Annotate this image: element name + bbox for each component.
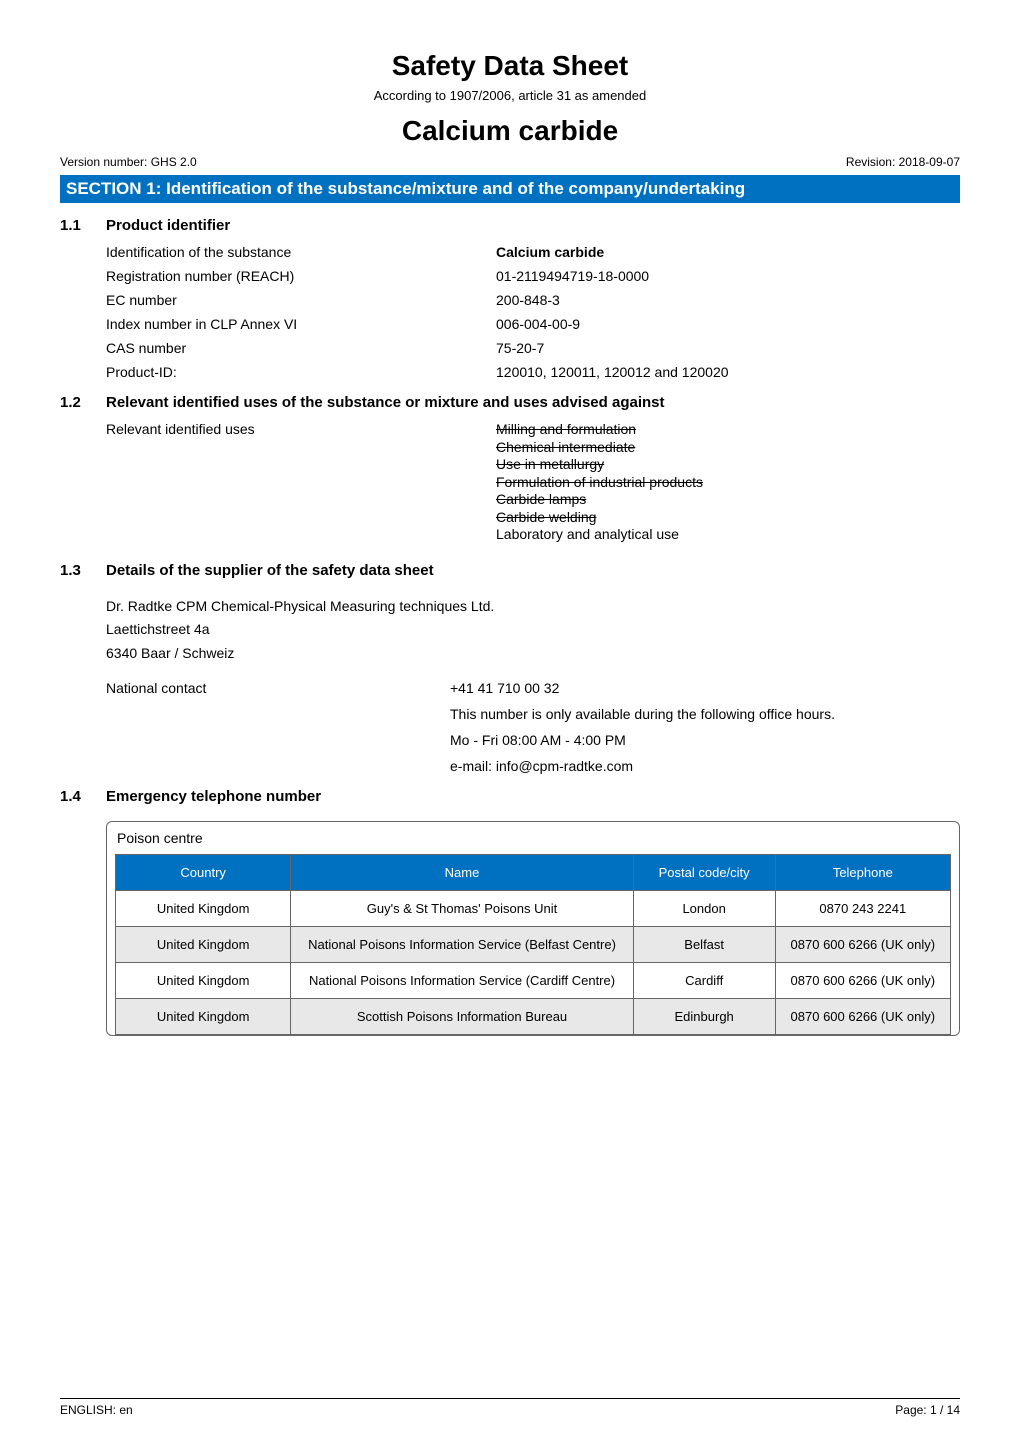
uses-label: Relevant identified uses bbox=[106, 421, 496, 544]
table-cell: Cardiff bbox=[633, 962, 775, 998]
meta-row: Version number: GHS 2.0 Revision: 2018-0… bbox=[60, 155, 960, 169]
identifier-value: 01-2119494719-18-0000 bbox=[496, 268, 960, 284]
table-caption: Poison centre bbox=[117, 830, 951, 846]
product-name: Calcium carbide bbox=[60, 115, 960, 147]
identifier-key: CAS number bbox=[106, 340, 496, 356]
poison-centre-table: CountryNamePostal code/cityTelephoneUnit… bbox=[115, 854, 951, 1035]
footer-right: Page: 1 / 14 bbox=[895, 1403, 960, 1417]
supplier-line: Dr. Radtke CPM Chemical-Physical Measuri… bbox=[106, 595, 960, 619]
table-cell: Belfast bbox=[633, 926, 775, 962]
table-cell: United Kingdom bbox=[116, 962, 291, 998]
table-cell: Guy's & St Thomas' Poisons Unit bbox=[291, 890, 633, 926]
table-cell: United Kingdom bbox=[116, 926, 291, 962]
table-cell: United Kingdom bbox=[116, 890, 291, 926]
table-header-cell: Telephone bbox=[775, 854, 950, 890]
section-heading: Details of the supplier of the safety da… bbox=[106, 562, 960, 579]
table-row: United KingdomScottish Poisons Informati… bbox=[116, 998, 951, 1034]
table-header-cell: Postal code/city bbox=[633, 854, 775, 890]
contact-row: e-mail: info@cpm-radtke.com bbox=[106, 758, 960, 774]
page: Safety Data Sheet According to 1907/2006… bbox=[0, 0, 1020, 1443]
section-heading: Emergency telephone number bbox=[106, 788, 960, 805]
identifier-row: EC number200-848-3 bbox=[106, 292, 960, 308]
table-cell: 0870 600 6266 (UK only) bbox=[775, 998, 950, 1034]
identifier-row: Registration number (REACH)01-2119494719… bbox=[106, 268, 960, 284]
table-row: United KingdomNational Poisons Informati… bbox=[116, 926, 951, 962]
contact-label: National contact bbox=[106, 680, 450, 696]
section-num: 1.4 bbox=[60, 788, 106, 815]
identifier-key: Index number in CLP Annex VI bbox=[106, 316, 496, 332]
identifier-key: Registration number (REACH) bbox=[106, 268, 496, 284]
use-item: Formulation of industrial products bbox=[496, 474, 960, 492]
revision-label: Revision: 2018-09-07 bbox=[846, 155, 960, 169]
identifier-value: 120010, 120011, 120012 and 120020 bbox=[496, 364, 960, 380]
table-cell: United Kingdom bbox=[116, 998, 291, 1034]
table-cell: National Poisons Information Service (Be… bbox=[291, 926, 633, 962]
supplier-block: Dr. Radtke CPM Chemical-Physical Measuri… bbox=[106, 595, 960, 774]
supplier-line: 6340 Baar / Schweiz bbox=[106, 642, 960, 666]
contact-value: This number is only available during the… bbox=[450, 706, 960, 722]
footer: ENGLISH: en Page: 1 / 14 bbox=[60, 1398, 960, 1417]
identifier-value: 200-848-3 bbox=[496, 292, 960, 308]
table-cell: Edinburgh bbox=[633, 998, 775, 1034]
contact-value: Mo - Fri 08:00 AM - 4:00 PM bbox=[450, 732, 960, 748]
identifier-key: EC number bbox=[106, 292, 496, 308]
section-1-3: 1.3 Details of the supplier of the safet… bbox=[60, 562, 960, 589]
table-header-cell: Name bbox=[291, 854, 633, 890]
uses-list: Milling and formulationChemical intermed… bbox=[496, 421, 960, 544]
doc-title: Safety Data Sheet bbox=[60, 50, 960, 82]
table-cell: Scottish Poisons Information Bureau bbox=[291, 998, 633, 1034]
section-num: 1.3 bbox=[60, 562, 106, 589]
contact-row: This number is only available during the… bbox=[106, 706, 960, 722]
table-row: United KingdomNational Poisons Informati… bbox=[116, 962, 951, 998]
footer-left: ENGLISH: en bbox=[60, 1403, 133, 1417]
contact-value: +41 41 710 00 32 bbox=[450, 680, 960, 696]
use-item: Carbide welding bbox=[496, 509, 960, 527]
identifier-row: CAS number75-20-7 bbox=[106, 340, 960, 356]
section-1-4: 1.4 Emergency telephone number bbox=[60, 788, 960, 815]
section-num: 1.2 bbox=[60, 394, 106, 552]
contact-value: e-mail: info@cpm-radtke.com bbox=[450, 758, 960, 774]
identifier-row: Index number in CLP Annex VI006-004-00-9 bbox=[106, 316, 960, 332]
contact-label bbox=[106, 758, 450, 774]
section-heading: Relevant identified uses of the substanc… bbox=[106, 394, 960, 411]
identifier-row: Identification of the substanceCalcium c… bbox=[106, 244, 960, 260]
section-heading: Product identifier bbox=[106, 217, 960, 234]
identifier-key: Identification of the substance bbox=[106, 244, 496, 260]
contact-row: Mo - Fri 08:00 AM - 4:00 PM bbox=[106, 732, 960, 748]
identifier-value: 006-004-00-9 bbox=[496, 316, 960, 332]
table-cell: 0870 600 6266 (UK only) bbox=[775, 926, 950, 962]
identifier-row: Product-ID:120010, 120011, 120012 and 12… bbox=[106, 364, 960, 380]
use-item: Laboratory and analytical use bbox=[496, 526, 960, 544]
table-cell: National Poisons Information Service (Ca… bbox=[291, 962, 633, 998]
section-1-2: 1.2 Relevant identified uses of the subs… bbox=[60, 394, 960, 552]
contact-row: National contact+41 41 710 00 32 bbox=[106, 680, 960, 696]
table-cell: 0870 600 6266 (UK only) bbox=[775, 962, 950, 998]
identifier-value: 75-20-7 bbox=[496, 340, 960, 356]
supplier-line: Laettichstreet 4a bbox=[106, 618, 960, 642]
use-item: Carbide lamps bbox=[496, 491, 960, 509]
contact-label bbox=[106, 706, 450, 722]
doc-subtitle: According to 1907/2006, article 31 as am… bbox=[60, 88, 960, 103]
version-label: Version number: GHS 2.0 bbox=[60, 155, 197, 169]
use-item: Chemical intermediate bbox=[496, 439, 960, 457]
identifier-key: Product-ID: bbox=[106, 364, 496, 380]
identifier-value: Calcium carbide bbox=[496, 244, 960, 260]
table-row: United KingdomGuy's & St Thomas' Poisons… bbox=[116, 890, 951, 926]
table-cell: 0870 243 2241 bbox=[775, 890, 950, 926]
poison-table-wrap: Poison centre CountryNamePostal code/cit… bbox=[106, 821, 960, 1036]
table-header-cell: Country bbox=[116, 854, 291, 890]
use-item: Use in metallurgy bbox=[496, 456, 960, 474]
table-cell: London bbox=[633, 890, 775, 926]
contact-label bbox=[106, 732, 450, 748]
section-num: 1.1 bbox=[60, 217, 106, 388]
use-item: Milling and formulation bbox=[496, 421, 960, 439]
section1-banner: SECTION 1: Identification of the substan… bbox=[60, 175, 960, 203]
section-1-1: 1.1 Product identifier Identification of… bbox=[60, 217, 960, 388]
